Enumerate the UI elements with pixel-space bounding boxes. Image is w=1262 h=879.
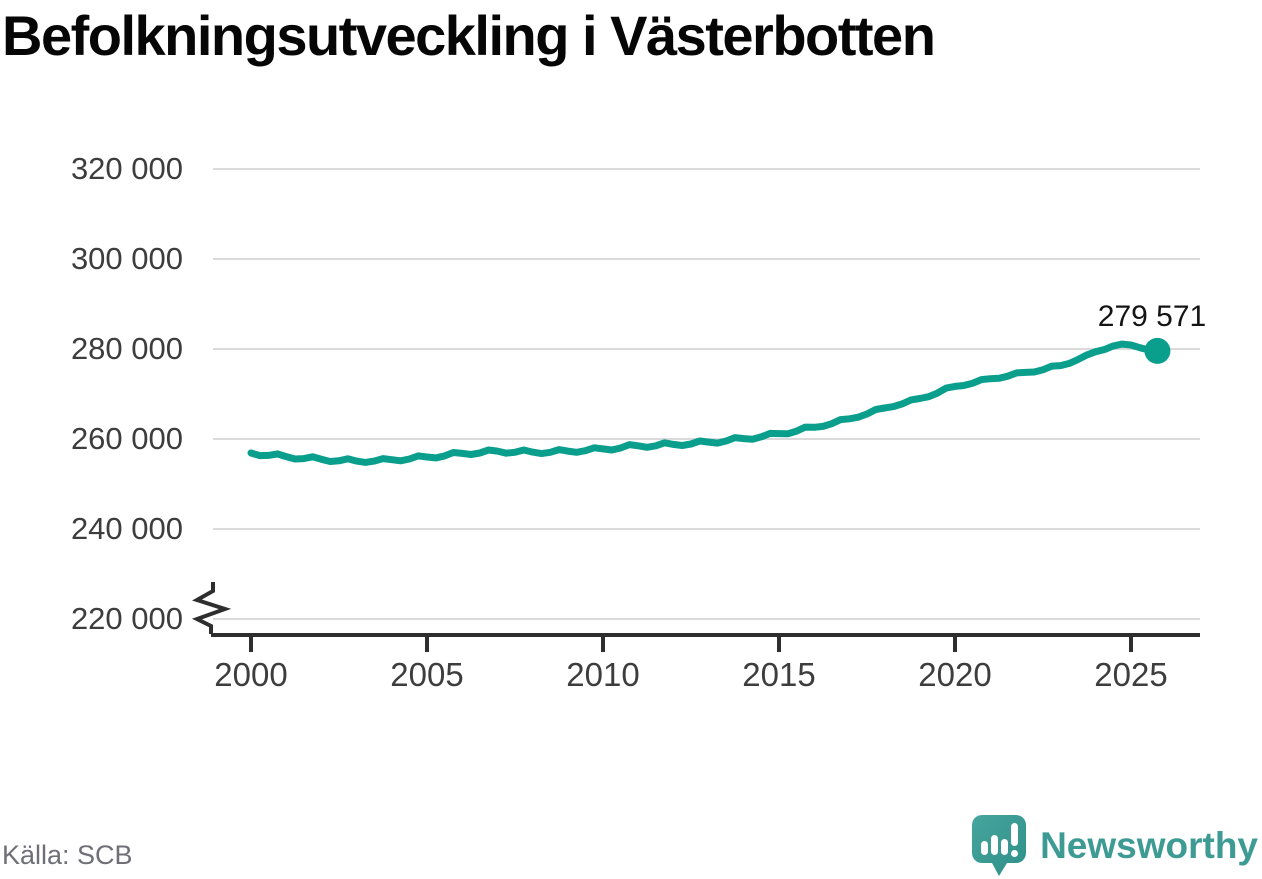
newsworthy-logo-text: Newsworthy <box>1040 825 1258 866</box>
population-line <box>247 340 1161 466</box>
page-title: Befolkningsutveckling i Västerbotten <box>2 4 936 67</box>
x-axis-label: 2005 <box>390 656 464 693</box>
source-note: Källa: SCB <box>2 840 133 870</box>
axis-break-icon <box>191 582 232 634</box>
x-axis-ticks <box>249 635 1133 652</box>
y-axis-label: 320 000 <box>70 151 183 186</box>
y-axis-label: 220 000 <box>70 601 183 636</box>
x-axis-label: 2010 <box>566 656 640 693</box>
newsworthy-logo: Newsworthy <box>971 814 1258 878</box>
y-axis-label: 280 000 <box>70 331 183 366</box>
x-axis-label: 2025 <box>1094 656 1168 693</box>
x-axis-label: 2020 <box>918 656 992 693</box>
end-point-marker <box>1144 337 1171 364</box>
newsworthy-logo-icon <box>972 815 1027 876</box>
end-value-label: 279 571 <box>1097 300 1207 333</box>
y-axis-label: 300 000 <box>70 241 183 276</box>
y-axis-label: 240 000 <box>70 511 183 546</box>
speech-bubble-shape <box>972 815 1027 876</box>
y-axis-label: 260 000 <box>70 421 183 456</box>
gridlines <box>213 168 1200 620</box>
bar-chart-glyph <box>981 823 1019 857</box>
x-axis-label: 2015 <box>742 656 816 693</box>
x-axis-label: 2000 <box>214 656 288 693</box>
